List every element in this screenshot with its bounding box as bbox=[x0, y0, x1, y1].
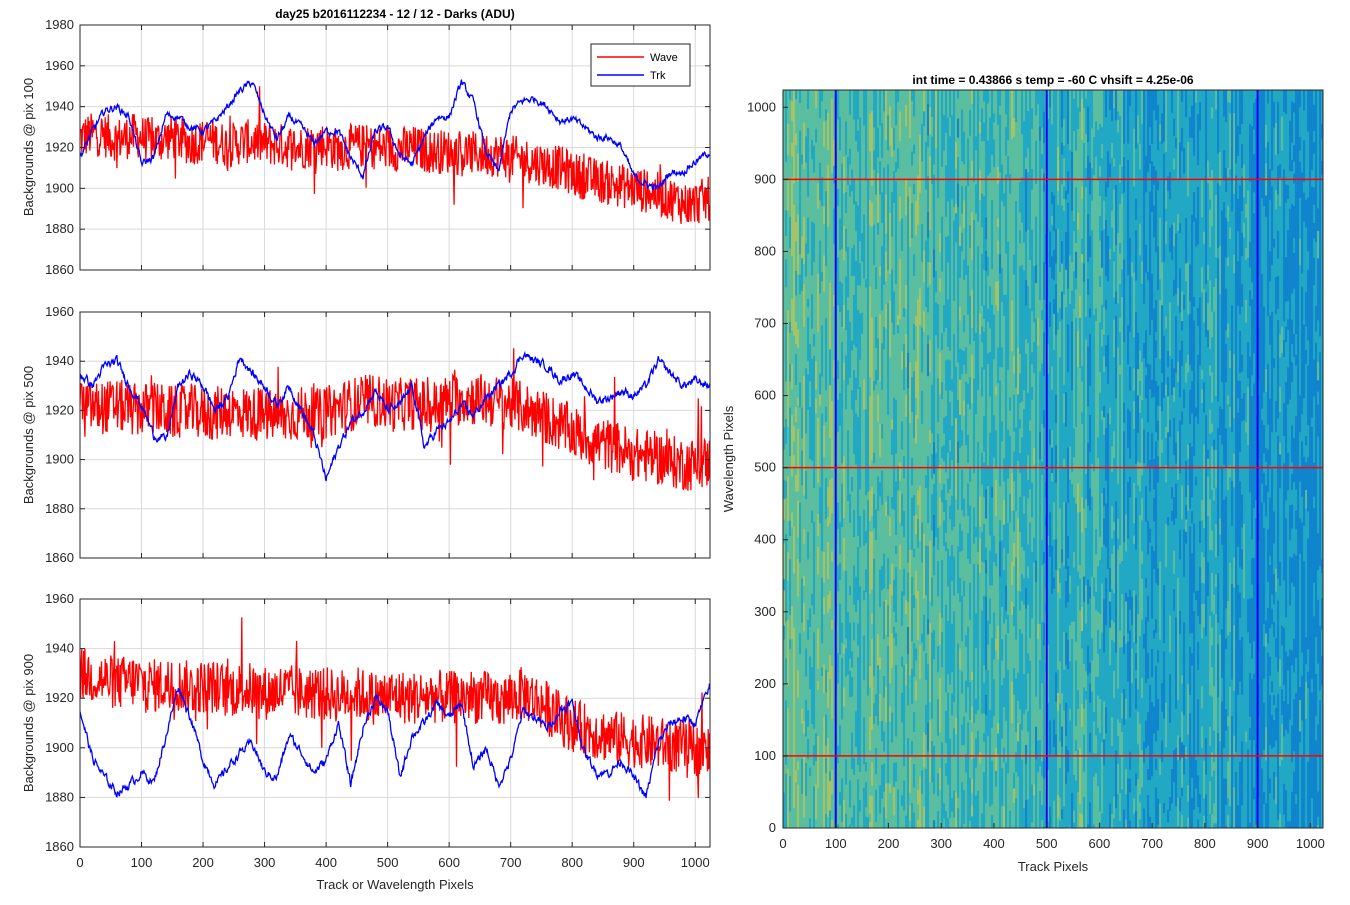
panel-pix900: 1860 1880 1900 1920 1940 1960 0 100 200 300 400 500… bbox=[21, 591, 710, 892]
panel-pix500: 1860 1880 1900 1920 1940 1960 Backgrounds @ p… bbox=[21, 304, 710, 565]
heatmap-cell bbox=[811, 827, 813, 855]
y-tick-label: 1860 bbox=[45, 839, 74, 854]
x-tick-label: 800 bbox=[561, 855, 583, 870]
y-tick-label: 1940 bbox=[45, 353, 74, 368]
figure-title: day25 b2016112234 - 12 / 12 - Darks (ADU… bbox=[275, 7, 514, 21]
y-tick-label: 1960 bbox=[45, 58, 74, 73]
x-tick-label: 700 bbox=[500, 855, 522, 870]
legend[interactable]: Wave Trk bbox=[591, 44, 690, 86]
ylabel-pix100: Backgrounds @ pix 100 bbox=[21, 78, 36, 216]
heatmap-image bbox=[783, 90, 1323, 864]
y-tick-label: 1920 bbox=[45, 402, 74, 417]
y-tick-label: 1860 bbox=[45, 262, 74, 277]
y-tick-label: 1920 bbox=[45, 140, 74, 155]
x-tick-label: 600 bbox=[438, 855, 460, 870]
y-tick-label: 1980 bbox=[45, 17, 74, 32]
x-tick-label: 0 bbox=[76, 855, 83, 870]
panel-pix100: 1860 1880 1900 1920 1940 1960 1980 day25 b2016… bbox=[21, 7, 710, 277]
legend-box bbox=[591, 44, 690, 86]
ylabel-pix500: Backgrounds @ pix 500 bbox=[21, 366, 36, 504]
x-tick-label: 1000 bbox=[681, 855, 710, 870]
y-tick-label: 1880 bbox=[45, 501, 74, 516]
x-tick-label: 500 bbox=[377, 855, 399, 870]
y-tick-label: 1900 bbox=[45, 452, 74, 467]
x-tick-label: 100 bbox=[131, 855, 153, 870]
xlabel-left: Track or Wavelength Pixels bbox=[316, 877, 474, 892]
y-tick-label: 1940 bbox=[45, 641, 74, 656]
y-tick-label: 1880 bbox=[45, 789, 74, 804]
y-tick-label: 1900 bbox=[45, 740, 74, 755]
heatmap-cell bbox=[921, 828, 923, 838]
x-tick-label: 400 bbox=[315, 855, 337, 870]
heatmap-cell bbox=[907, 825, 909, 858]
y-tick-label: 1940 bbox=[45, 99, 74, 114]
legend-label-wave: Wave bbox=[650, 52, 678, 64]
heatmap-cell bbox=[911, 826, 913, 846]
ylabel-pix900: Backgrounds @ pix 900 bbox=[21, 654, 36, 792]
heatmap-cell bbox=[1069, 827, 1071, 848]
y-tick-label: 1880 bbox=[45, 221, 74, 236]
y-tick-label: 1960 bbox=[45, 304, 74, 319]
x-tick-label: 300 bbox=[254, 855, 276, 870]
legend-label-trk: Trk bbox=[650, 70, 666, 82]
x-tick-label: 900 bbox=[623, 855, 645, 870]
y-tick-label: 1960 bbox=[45, 591, 74, 606]
y-tick-label: 1860 bbox=[45, 550, 74, 565]
heatmap-cell bbox=[927, 828, 929, 856]
x-tick-label: 200 bbox=[192, 855, 214, 870]
heatmap-cell bbox=[807, 827, 809, 854]
y-tick-label: 1900 bbox=[45, 180, 74, 195]
y-tick-label: 1920 bbox=[45, 690, 74, 705]
